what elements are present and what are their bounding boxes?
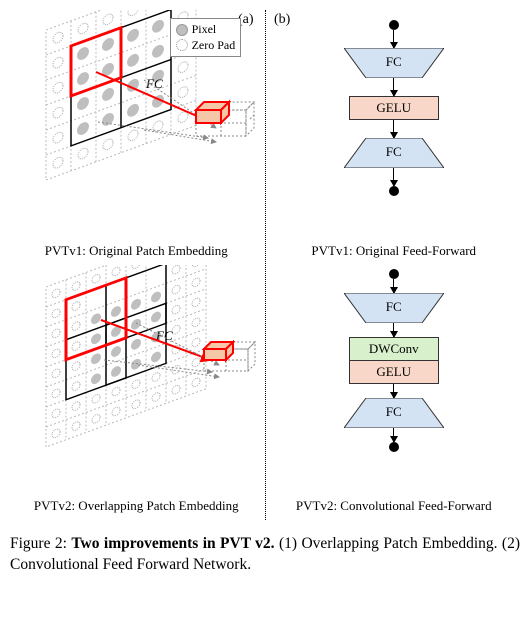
- arrow-icon: [393, 384, 394, 398]
- legend-pixel: Pixel: [192, 22, 217, 38]
- fc-label-1b: FC: [344, 299, 444, 315]
- legend-box: Pixel Zero Pad: [170, 18, 242, 57]
- ff1-diagram: FC GELU FC: [344, 20, 444, 196]
- legend-zeropad: Zero Pad: [192, 38, 236, 54]
- input-node-icon: [389, 20, 399, 30]
- fc-block-1: FC: [344, 48, 444, 78]
- pvtv2-ff-caption: PVTv2: Convolutional Feed-Forward: [296, 498, 492, 514]
- caption-prefix: Figure 2:: [10, 535, 71, 552]
- arrow-icon: [393, 279, 394, 293]
- figure-caption: Figure 2: Two improvements in PVT v2. (1…: [10, 534, 520, 576]
- pvtv1-ff-caption: PVTv1: Original Feed-Forward: [311, 243, 476, 259]
- figure-2: (a) (b) Pixel Zero Pad: [10, 10, 520, 576]
- pvtv1-patch-caption: PVTv1: Original Patch Embedding: [45, 243, 228, 259]
- arrow-icon: [393, 30, 394, 48]
- pvtv1-feedforward: FC GELU FC PVTv1: Original Feed-Forward: [269, 10, 519, 265]
- input-node-icon: [389, 269, 399, 279]
- dwconv-block: DWConv: [349, 337, 439, 360]
- pvtv2-patch-embedding: FC: [11, 265, 261, 520]
- fc-block-1b: FC: [344, 293, 444, 323]
- left-column: Pixel Zero Pad: [10, 10, 263, 520]
- fc-block-2: FC: [344, 138, 444, 168]
- arrow-icon: [393, 120, 394, 138]
- column-divider: [265, 10, 266, 520]
- pvtv2-patch-caption: PVTv2: Overlapping Patch Embedding: [34, 498, 239, 514]
- arrow-icon: [393, 78, 394, 96]
- output-node-icon: [389, 186, 399, 196]
- fc-label-2b: FC: [344, 404, 444, 420]
- zeropad-icon: [176, 39, 188, 51]
- right-column: FC GELU FC PVTv1: Original Feed-Forward: [268, 10, 521, 520]
- ff2-diagram: FC DWConv GELU FC: [344, 269, 444, 452]
- arrow-icon: [393, 168, 394, 186]
- output-node-icon: [389, 442, 399, 452]
- pvtv2-feedforward: FC DWConv GELU FC PVTv2: Convolutional F…: [269, 265, 519, 520]
- gelu-block: GELU: [349, 96, 439, 120]
- svg-text:FC: FC: [145, 76, 163, 91]
- pvtv1-patch-embedding: Pixel Zero Pad: [11, 10, 261, 265]
- fc-label-2: FC: [344, 144, 444, 160]
- fc-block-2b: FC: [344, 398, 444, 428]
- arrow-icon: [393, 323, 394, 337]
- caption-bold: Two improvements in PVT v2.: [71, 535, 274, 552]
- arrow-icon: [393, 428, 394, 442]
- pvtv2-patch-svg: FC: [16, 265, 256, 465]
- panels-row: (a) (b) Pixel Zero Pad: [10, 10, 520, 520]
- gelu-block-2: GELU: [349, 360, 439, 384]
- fc-label-1: FC: [344, 54, 444, 70]
- pixel-icon: [176, 24, 188, 36]
